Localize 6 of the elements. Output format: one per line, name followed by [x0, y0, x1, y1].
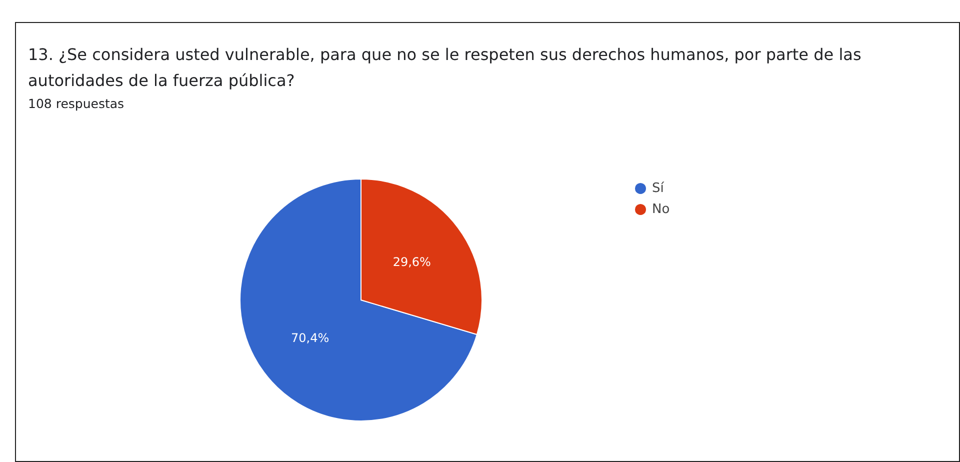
legend-label: No: [652, 202, 670, 217]
data-label: 29,6%: [392, 255, 431, 270]
legend-label: Sí: [652, 181, 664, 196]
chart-title: 13. ¿Se considera usted vulnerable, para que no se le respeten sus derechos humanos, por parte de las autoridades de la fuerza pública?: [28, 44, 862, 92]
data-label: 70,4%: [291, 330, 330, 345]
text: 108 respuestas: [28, 96, 124, 111]
